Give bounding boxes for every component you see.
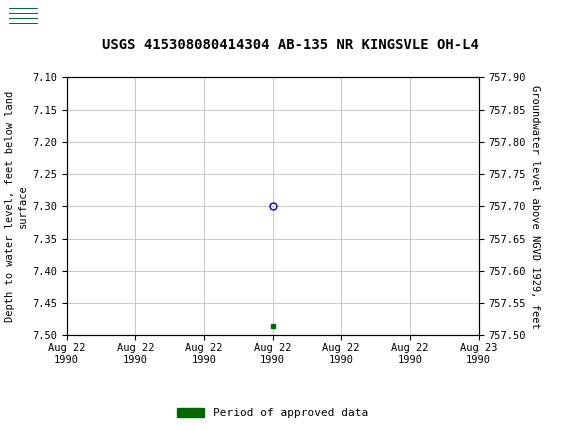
Text: USGS: USGS	[48, 9, 95, 24]
Y-axis label: Groundwater level above NGVD 1929, feet: Groundwater level above NGVD 1929, feet	[530, 85, 540, 328]
Text: USGS 415308080414304 AB-135 NR KINGSVLE OH-L4: USGS 415308080414304 AB-135 NR KINGSVLE …	[102, 38, 478, 52]
Legend: Period of approved data: Period of approved data	[172, 403, 373, 423]
Y-axis label: Depth to water level, feet below land
surface: Depth to water level, feet below land su…	[5, 91, 28, 322]
FancyBboxPatch shape	[7, 3, 39, 28]
